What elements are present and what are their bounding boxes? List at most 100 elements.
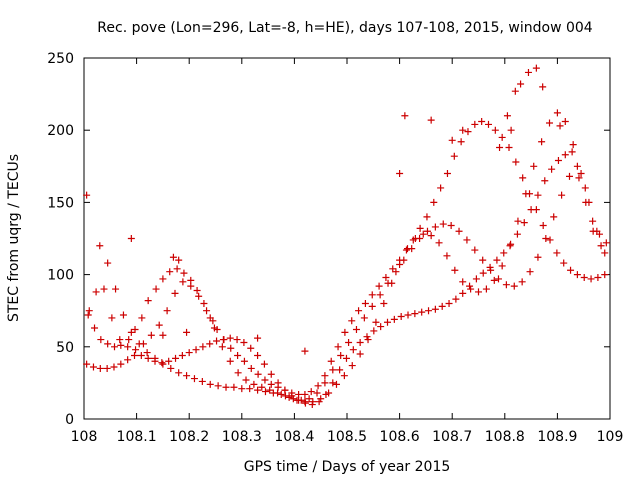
data-point xyxy=(392,268,400,276)
data-point xyxy=(510,282,518,290)
data-point xyxy=(567,266,575,274)
data-point xyxy=(258,383,266,391)
data-point xyxy=(240,338,248,346)
data-point xyxy=(438,302,446,310)
data-point xyxy=(179,278,187,286)
data-point xyxy=(190,375,198,383)
data-point xyxy=(96,242,104,250)
x-tick-label: 108 xyxy=(71,429,98,445)
data-point xyxy=(496,144,504,152)
data-point xyxy=(206,340,214,348)
data-point xyxy=(435,239,443,247)
y-tick-label: 0 xyxy=(65,412,74,428)
data-point xyxy=(246,385,254,393)
data-point xyxy=(112,285,120,293)
data-point xyxy=(593,227,601,235)
data-point xyxy=(479,269,487,277)
data-point xyxy=(459,278,467,286)
data-point xyxy=(293,396,301,404)
data-point xyxy=(124,343,132,351)
data-point xyxy=(479,256,487,264)
data-point xyxy=(274,379,282,387)
data-point xyxy=(431,305,439,313)
data-point xyxy=(183,372,191,380)
data-point xyxy=(266,386,274,394)
data-point xyxy=(260,360,268,368)
data-point xyxy=(119,311,127,319)
data-point xyxy=(380,299,388,307)
data-point xyxy=(597,242,605,250)
y-tick-label: 250 xyxy=(47,51,74,67)
data-point xyxy=(147,331,155,339)
data-point xyxy=(425,307,433,315)
data-point xyxy=(511,87,519,95)
data-point xyxy=(541,177,549,185)
data-point xyxy=(222,383,230,391)
data-point xyxy=(289,395,297,403)
data-point xyxy=(334,343,342,351)
data-point xyxy=(305,395,313,403)
data-point xyxy=(180,269,188,277)
data-point xyxy=(518,278,526,286)
data-point xyxy=(472,275,480,283)
data-point xyxy=(206,380,214,388)
data-point xyxy=(388,279,396,287)
data-point xyxy=(368,291,376,299)
data-point xyxy=(520,219,528,227)
x-tick-label: 108.3 xyxy=(222,429,262,445)
data-point xyxy=(254,370,262,378)
data-point xyxy=(561,151,569,159)
data-point xyxy=(218,343,226,351)
data-point xyxy=(459,126,467,134)
data-point xyxy=(151,354,159,362)
data-point xyxy=(175,256,183,264)
data-point xyxy=(167,364,175,372)
data-point xyxy=(503,112,511,120)
data-point xyxy=(377,323,385,331)
data-point xyxy=(372,318,380,326)
x-tick-label: 108.4 xyxy=(274,429,314,445)
data-point xyxy=(267,380,275,388)
data-point xyxy=(490,276,498,284)
data-point xyxy=(83,360,91,368)
data-point xyxy=(554,157,562,165)
data-point xyxy=(548,165,556,173)
data-point xyxy=(546,119,554,127)
data-point xyxy=(558,191,566,199)
data-point xyxy=(254,386,262,394)
data-point xyxy=(471,120,479,128)
x-tick-label: 108.7 xyxy=(432,429,472,445)
data-point xyxy=(247,364,255,372)
data-point xyxy=(493,256,501,264)
data-point xyxy=(411,310,419,318)
data-point xyxy=(135,340,143,348)
data-point xyxy=(448,136,456,144)
data-point xyxy=(601,271,609,279)
data-point xyxy=(336,366,344,374)
data-point xyxy=(159,360,167,368)
data-point xyxy=(467,285,475,293)
x-tick-label: 108.5 xyxy=(327,429,367,445)
data-point xyxy=(484,120,492,128)
data-point xyxy=(565,172,573,180)
data-point xyxy=(230,383,238,391)
data-point xyxy=(375,282,383,290)
data-point xyxy=(506,242,514,250)
data-point xyxy=(527,206,535,214)
data-point xyxy=(539,222,547,230)
data-point xyxy=(233,336,241,344)
data-point xyxy=(439,220,447,228)
data-point xyxy=(250,380,258,388)
data-point xyxy=(573,162,581,170)
data-point xyxy=(321,379,329,387)
data-point xyxy=(464,128,472,136)
data-point xyxy=(443,252,451,260)
data-point xyxy=(553,109,561,117)
data-point xyxy=(110,363,118,371)
data-point xyxy=(137,351,145,359)
y-tick-label: 150 xyxy=(47,195,74,211)
data-point xyxy=(575,174,583,182)
data-point xyxy=(500,249,508,257)
data-point xyxy=(96,364,104,372)
